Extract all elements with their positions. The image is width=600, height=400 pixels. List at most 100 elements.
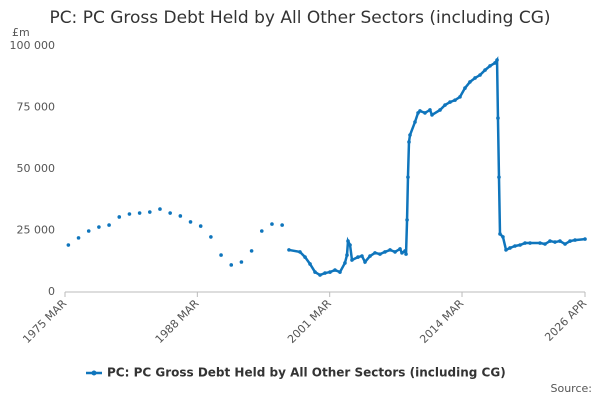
point (508, 246, 512, 250)
point (158, 207, 162, 211)
x-tick-label: 2001 MAR (285, 297, 334, 346)
point (448, 100, 452, 104)
point (345, 253, 349, 257)
point (318, 273, 322, 277)
legend-marker (91, 370, 97, 376)
point (501, 235, 505, 239)
point (280, 223, 284, 227)
y-tick-label: 0 (48, 285, 55, 298)
point (478, 73, 482, 77)
point (360, 254, 364, 258)
y-axis-label: £m (12, 26, 30, 39)
point (346, 239, 350, 243)
point (488, 64, 492, 68)
point (97, 225, 101, 229)
point (498, 232, 502, 236)
x-tick-label: 1975 MAR (20, 297, 69, 346)
line (288, 56, 586, 277)
point (388, 248, 392, 252)
point (430, 113, 434, 117)
point (428, 108, 432, 112)
point (323, 271, 327, 275)
y-tick-label: 100 000 (10, 39, 56, 52)
point (350, 258, 354, 262)
point (518, 243, 522, 247)
point (497, 175, 501, 179)
point (513, 244, 517, 248)
point (383, 250, 387, 254)
chart-title: PC: PC Gross Debt Held by All Other Sect… (49, 8, 550, 28)
point (528, 241, 532, 245)
point (468, 80, 472, 84)
point (483, 68, 487, 72)
point (287, 248, 291, 252)
x-tick-label: 2014 MAR (417, 297, 466, 346)
point (400, 251, 404, 255)
point (405, 218, 409, 222)
point (548, 239, 552, 243)
point (408, 133, 412, 137)
point (393, 250, 397, 254)
x-tick-label: 2026 APR (542, 297, 589, 344)
point (137, 211, 142, 215)
point (219, 253, 223, 257)
legend-label: PC: PC Gross Debt Held by All Other Sect… (107, 366, 506, 380)
point (463, 86, 467, 90)
y-tick-label: 25 000 (17, 224, 56, 237)
point (313, 270, 317, 274)
point (249, 249, 254, 253)
point (423, 111, 427, 115)
point (558, 239, 562, 243)
point (348, 243, 352, 247)
point (107, 223, 111, 227)
point (373, 251, 377, 255)
point (363, 260, 367, 264)
point (368, 254, 372, 258)
point (438, 108, 442, 112)
point (523, 241, 527, 245)
point (458, 95, 462, 99)
point (148, 210, 152, 214)
point (553, 240, 557, 244)
point (543, 242, 547, 246)
point (407, 140, 411, 144)
point (117, 215, 122, 219)
source: Source: (551, 382, 593, 395)
point (127, 212, 132, 216)
point (338, 270, 342, 274)
point (333, 268, 337, 272)
point (209, 235, 213, 239)
point (406, 175, 410, 179)
point (270, 222, 274, 226)
point (583, 237, 587, 241)
point (298, 250, 302, 254)
point (568, 239, 572, 243)
y-tick-label: 50 000 (17, 162, 56, 175)
point (86, 229, 91, 233)
point (303, 255, 307, 259)
point (239, 260, 244, 264)
point (443, 103, 447, 107)
point (418, 109, 422, 113)
point (178, 214, 183, 218)
point (168, 211, 172, 215)
point (563, 242, 567, 246)
point (413, 120, 417, 124)
point (188, 220, 193, 224)
point (495, 58, 499, 62)
point (378, 252, 382, 256)
point (66, 243, 71, 247)
y-tick-label: 75 000 (17, 101, 56, 114)
point (404, 252, 408, 256)
point (229, 263, 234, 267)
point (328, 270, 332, 274)
point (343, 261, 347, 265)
point (398, 247, 402, 251)
point (308, 262, 312, 266)
point (493, 61, 497, 65)
point (473, 76, 477, 80)
point (453, 98, 457, 102)
point (76, 236, 81, 240)
point (198, 224, 203, 228)
